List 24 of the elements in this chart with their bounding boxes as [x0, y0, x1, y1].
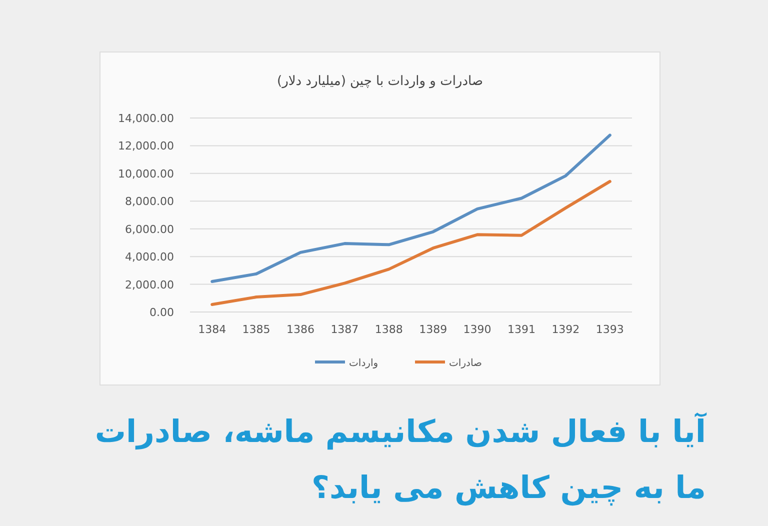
- y-tick-label: 14,000.00: [118, 112, 174, 125]
- y-tick-label: 4,000.00: [125, 250, 174, 264]
- chart-title: صادرات و واردات با چین (میلیارد دلار): [277, 74, 483, 89]
- x-tick-label: 1393: [596, 323, 624, 336]
- line-series: [210, 134, 612, 284]
- legend-label: صادرات: [449, 358, 482, 369]
- y-tick-label: 10,000.00: [118, 167, 174, 180]
- line-series: [210, 180, 612, 306]
- x-tick-label: 1386: [286, 323, 314, 336]
- x-tick-label: 1384: [198, 323, 226, 336]
- x-tick-label: 1389: [419, 323, 448, 336]
- y-tick-label: 6,000.00: [125, 222, 174, 236]
- x-tick-label: 1390: [463, 323, 492, 336]
- text: آیا با فعال شدن مکانیسم ماشه، صادرات ما به چین کاهش می یابد؟: [94, 412, 706, 508]
- x-tick-label: 1388: [374, 323, 403, 336]
- x-tick-label: 1391: [508, 323, 536, 336]
- y-tick-label: 0.00: [150, 306, 174, 319]
- x-tick-label: 1385: [242, 323, 270, 336]
- legend-label: واردات: [349, 358, 378, 369]
- y-tick-label: 8,000.00: [125, 195, 174, 208]
- y-tick-label: 12,000.00: [118, 140, 174, 153]
- x-tick-label: 1392: [552, 323, 580, 336]
- x-tick-label: 1387: [330, 323, 359, 336]
- y-tick-label: 2,000.00: [125, 278, 174, 292]
